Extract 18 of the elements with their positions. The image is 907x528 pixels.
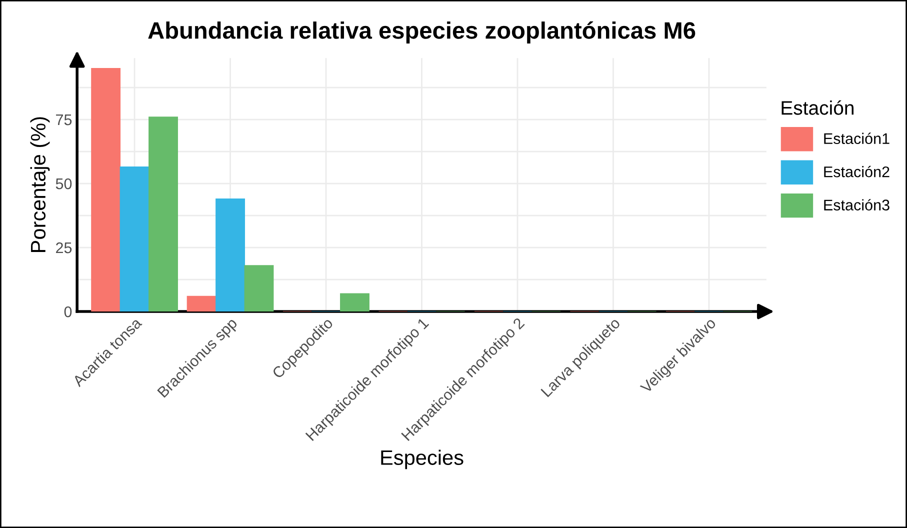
y-tick-label: 25: [56, 242, 72, 254]
chart-title: Abundancia relativa especies zooplantónicas M6: [148, 21, 696, 44]
y-tick-label: 50: [56, 178, 72, 190]
bar: [244, 265, 274, 312]
bar: [148, 116, 178, 312]
bar: [216, 198, 245, 312]
y-tick-label: 0: [64, 306, 72, 318]
legend-label: Estación3: [824, 199, 890, 210]
bar: [186, 296, 216, 312]
legend-label: Estación2: [824, 166, 890, 178]
bar: [120, 166, 150, 312]
y-tick-label: 75: [56, 114, 72, 126]
bar: [340, 293, 370, 312]
legend-title: Estación: [782, 100, 854, 115]
bar: [91, 68, 121, 312]
x-axis-title: Especies: [381, 450, 464, 470]
y-axis-title: Porcentaje (%): [30, 117, 50, 252]
legend-label: Estación1: [824, 132, 890, 144]
